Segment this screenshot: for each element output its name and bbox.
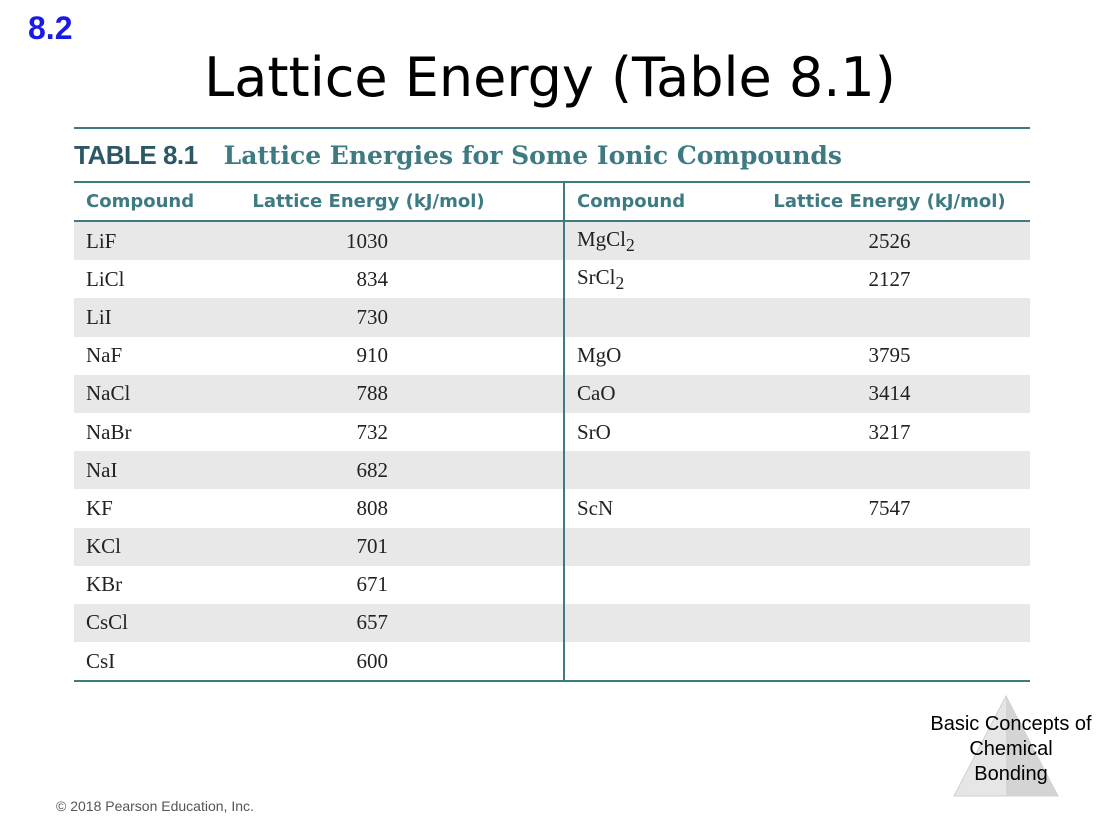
energy-cell: 2127 <box>868 266 911 291</box>
energy-cell <box>749 603 1030 643</box>
energy-cell: 3414 <box>749 374 1030 413</box>
header-row: Compound Lattice Energy (kJ/mol) Compoun… <box>74 183 1030 222</box>
section-number: 8.2 <box>28 10 73 46</box>
header-compound-right: Compound <box>564 183 749 222</box>
energy-cell: 1030 <box>174 221 565 261</box>
compound-cell: SrCl2 <box>564 260 749 298</box>
header-energy-right: Lattice Energy (kJ/mol) <box>749 183 1030 222</box>
compound-cell: LiCl <box>86 266 125 291</box>
compound-cell: SrO <box>564 413 749 451</box>
formula-subscript: 2 <box>626 234 635 255</box>
compound-cell: NaI <box>74 451 174 490</box>
energy-cell: 7547 <box>868 495 911 520</box>
table-title: Lattice Energies for Some Ionic Compound… <box>223 140 842 170</box>
compound-cell: CaO <box>564 374 749 413</box>
table-row: KCl 701 <box>74 527 1030 566</box>
energy-cell <box>749 642 1030 681</box>
table-caption: TABLE 8.1 Lattice Energies for Some Ioni… <box>74 129 1030 183</box>
copyright: © 2018 Pearson Education, Inc. <box>56 798 254 814</box>
energy-cell: 910 <box>174 336 565 375</box>
energy-cell: 3795 <box>868 343 911 368</box>
energy-cell: 701 <box>174 527 565 566</box>
compound-cell: LiF <box>74 221 174 261</box>
compound-cell <box>564 642 749 681</box>
pyramid-icon <box>953 694 1059 797</box>
energy-cell: 657 <box>174 603 565 643</box>
formula: MgO <box>577 343 622 368</box>
energy-cell <box>749 451 1030 490</box>
compound-cell <box>564 566 749 604</box>
energy-cell: 788 <box>174 374 565 413</box>
table-row: NaF 910 MgO 3795 <box>74 336 1030 375</box>
energy-cell: 671 <box>174 565 565 604</box>
compound-cell: KBr <box>86 572 123 597</box>
energy-cell: 3217 <box>868 419 911 444</box>
header-compound-left: Compound <box>74 183 194 222</box>
energy-cell: 600 <box>174 642 565 682</box>
table-row: NaBr 732 SrO 3217 <box>74 412 1030 452</box>
energy-cell: 834 <box>174 260 565 299</box>
compound-cell: KCl <box>74 527 174 566</box>
table-row: LiCl 834 SrCl2 2127 <box>74 260 1030 299</box>
table-body: LiF 1030 MgCl2 2526 LiCl 834 SrCl2 2127 LiI 730 Na… <box>74 221 1030 682</box>
compound-cell <box>564 603 749 643</box>
footer-tag: Basic Concepts of Chemical Bonding <box>930 713 1092 785</box>
compound-cell: CsI <box>86 648 116 673</box>
table-row: LiI 730 <box>74 298 1030 337</box>
table-row: KBr 671 <box>74 565 1030 604</box>
compound-cell: ScN <box>564 489 749 527</box>
energy-cell: 682 <box>174 451 565 490</box>
table-row: CsI 600 <box>74 642 1030 682</box>
energy-cell: 730 <box>174 298 565 337</box>
energy-cell <box>749 527 1030 566</box>
compound-cell: NaF <box>86 343 123 368</box>
table-row: CsCl 657 <box>74 603 1030 643</box>
table-row: NaI 682 <box>74 451 1030 490</box>
compound-cell: NaBr <box>86 419 132 444</box>
formula: CaO <box>577 381 616 406</box>
formula-subscript: 2 <box>615 272 625 293</box>
energy-cell: 2526 <box>749 221 1030 261</box>
formula: SrO <box>577 419 611 444</box>
lattice-energy-table: TABLE 8.1 Lattice Energies for Some Ioni… <box>74 127 1030 683</box>
energy-cell <box>749 298 1030 337</box>
header-energy-left: Lattice Energy (kJ/mol) <box>174 183 565 222</box>
compound-cell: LiI <box>74 298 174 337</box>
compound-cell <box>564 298 749 337</box>
table-row: KF 808 ScN 7547 <box>74 489 1030 528</box>
compound-cell: MgO <box>564 337 749 375</box>
compound-cell <box>564 527 749 566</box>
energy-cell <box>749 566 1030 604</box>
formula: SrCl <box>577 264 616 289</box>
compound-cell: NaCl <box>74 374 174 413</box>
formula: MgCl <box>577 226 627 251</box>
energy-cell: 808 <box>174 489 565 528</box>
compound-cell: CsCl <box>74 603 174 643</box>
formula: ScN <box>577 495 614 520</box>
table-row: NaCl 788 CaO 3414 <box>74 374 1030 413</box>
table-row: LiF 1030 MgCl2 2526 <box>74 221 1030 261</box>
energy-cell: 732 <box>174 412 565 452</box>
data-table: Compound Lattice Energy (kJ/mol) Compoun… <box>74 183 1030 683</box>
compound-cell <box>564 451 749 490</box>
slide-title: Lattice Energy (Table 8.1) <box>204 46 896 109</box>
table-number: TABLE 8.1 <box>74 139 198 170</box>
compound-cell: KF <box>86 495 113 520</box>
compound-cell: MgCl2 <box>564 221 749 261</box>
